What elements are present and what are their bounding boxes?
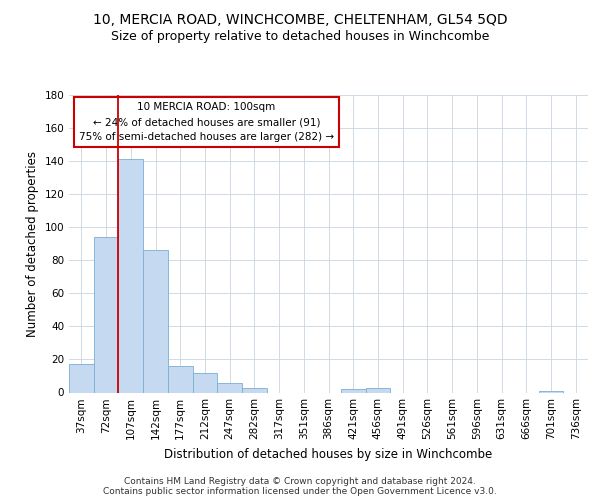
Text: Size of property relative to detached houses in Winchcombe: Size of property relative to detached ho… xyxy=(111,30,489,43)
Text: 10, MERCIA ROAD, WINCHCOMBE, CHELTENHAM, GL54 5QD: 10, MERCIA ROAD, WINCHCOMBE, CHELTENHAM,… xyxy=(92,12,508,26)
X-axis label: Distribution of detached houses by size in Winchcombe: Distribution of detached houses by size … xyxy=(164,448,493,461)
Bar xyxy=(242,388,267,392)
Bar xyxy=(69,364,94,392)
Bar xyxy=(341,389,365,392)
Bar xyxy=(118,160,143,392)
Bar xyxy=(365,388,390,392)
Bar xyxy=(193,372,217,392)
Bar xyxy=(539,391,563,392)
Bar xyxy=(168,366,193,392)
Bar xyxy=(217,382,242,392)
Bar xyxy=(94,237,118,392)
Y-axis label: Number of detached properties: Number of detached properties xyxy=(26,151,39,337)
Text: 10 MERCIA ROAD: 100sqm
← 24% of detached houses are smaller (91)
75% of semi-det: 10 MERCIA ROAD: 100sqm ← 24% of detached… xyxy=(79,102,334,142)
Text: Contains HM Land Registry data © Crown copyright and database right 2024.
Contai: Contains HM Land Registry data © Crown c… xyxy=(103,476,497,496)
Bar xyxy=(143,250,168,392)
